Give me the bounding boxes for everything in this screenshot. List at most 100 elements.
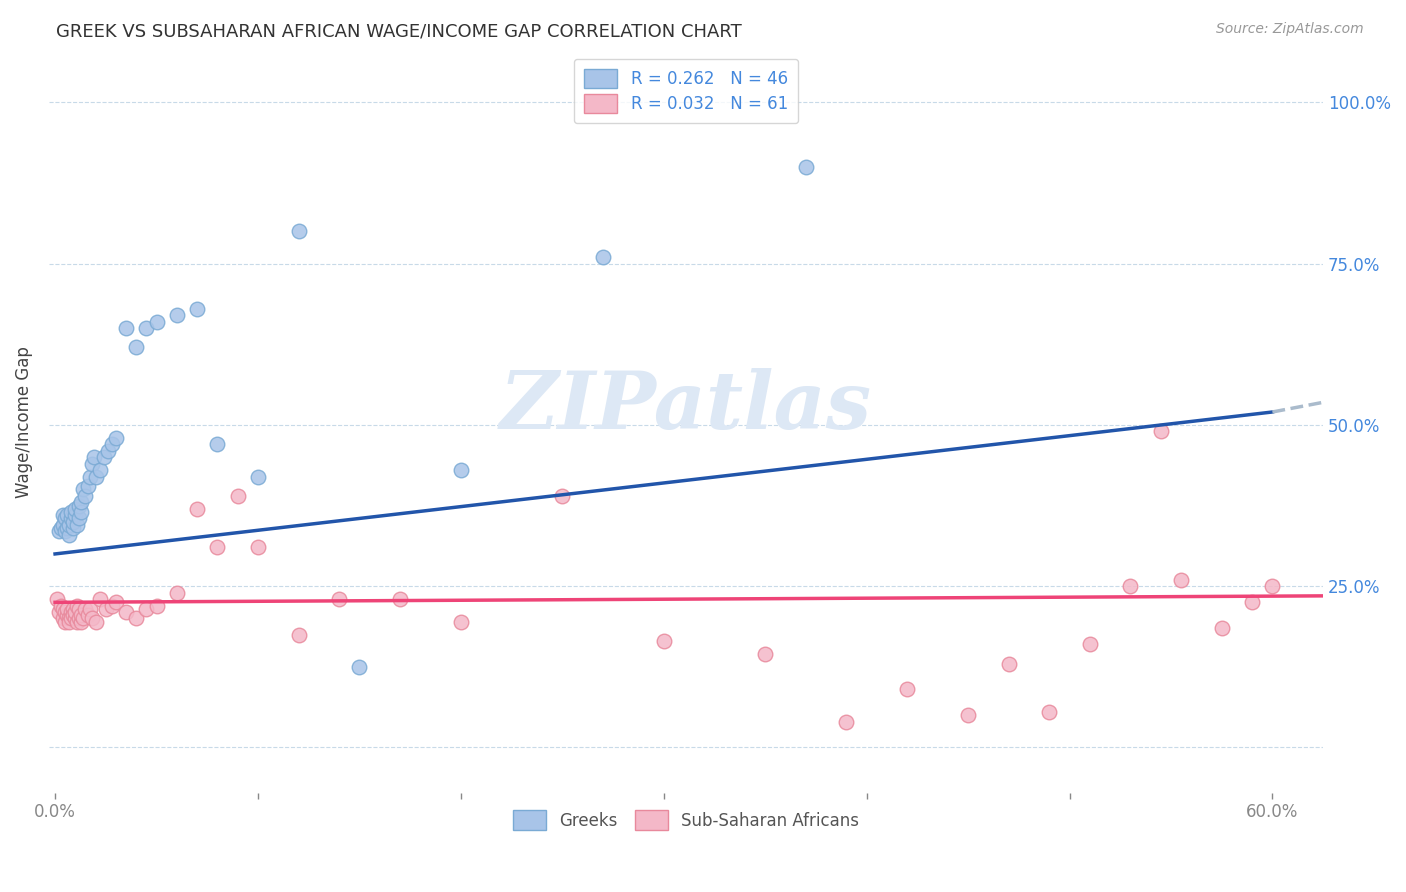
Point bbox=[226, 489, 249, 503]
Point bbox=[80, 457, 103, 471]
Point bbox=[592, 250, 614, 264]
Point bbox=[1119, 579, 1142, 593]
Point bbox=[135, 601, 157, 615]
Point bbox=[1261, 579, 1284, 593]
Point bbox=[53, 605, 76, 619]
Point bbox=[89, 463, 111, 477]
Point bbox=[551, 489, 574, 503]
Point bbox=[67, 601, 90, 615]
Point bbox=[94, 601, 117, 615]
Point bbox=[62, 515, 84, 529]
Point bbox=[56, 508, 79, 523]
Point bbox=[101, 437, 124, 451]
Point bbox=[104, 431, 127, 445]
Point bbox=[66, 599, 89, 613]
Point bbox=[48, 605, 70, 619]
Point bbox=[56, 608, 79, 623]
Point bbox=[70, 615, 93, 629]
Point bbox=[49, 599, 72, 613]
Point bbox=[75, 601, 97, 615]
Point bbox=[84, 615, 107, 629]
Point bbox=[56, 521, 79, 535]
Point bbox=[65, 611, 87, 625]
Point bbox=[62, 608, 84, 623]
Point bbox=[70, 495, 93, 509]
Point bbox=[246, 541, 269, 555]
Point bbox=[166, 585, 188, 599]
Point bbox=[997, 657, 1019, 671]
Point bbox=[186, 501, 208, 516]
Point bbox=[72, 483, 94, 497]
Point bbox=[1078, 637, 1101, 651]
Point bbox=[957, 708, 980, 723]
Point bbox=[60, 505, 83, 519]
Point bbox=[207, 541, 229, 555]
Point bbox=[56, 601, 79, 615]
Point bbox=[67, 611, 90, 625]
Point bbox=[66, 615, 89, 629]
Point bbox=[72, 611, 94, 625]
Text: Source: ZipAtlas.com: Source: ZipAtlas.com bbox=[1216, 22, 1364, 37]
Point bbox=[58, 615, 80, 629]
Point bbox=[80, 611, 103, 625]
Point bbox=[287, 627, 309, 641]
Point bbox=[52, 508, 75, 523]
Point bbox=[97, 443, 120, 458]
Point bbox=[1170, 573, 1192, 587]
Point bbox=[287, 224, 309, 238]
Point bbox=[125, 341, 148, 355]
Point bbox=[58, 611, 80, 625]
Point bbox=[794, 160, 817, 174]
Point bbox=[328, 592, 350, 607]
Point bbox=[46, 592, 69, 607]
Point bbox=[65, 508, 87, 523]
Point bbox=[49, 521, 72, 535]
Y-axis label: Wage/Income Gap: Wage/Income Gap bbox=[15, 346, 32, 498]
Point bbox=[246, 469, 269, 483]
Point bbox=[104, 595, 127, 609]
Point bbox=[145, 315, 167, 329]
Point bbox=[186, 301, 208, 316]
Point bbox=[101, 599, 124, 613]
Point bbox=[53, 511, 76, 525]
Point bbox=[115, 605, 138, 619]
Point bbox=[79, 601, 101, 615]
Point bbox=[65, 501, 87, 516]
Point bbox=[754, 647, 776, 661]
Point bbox=[67, 499, 90, 513]
Point bbox=[125, 611, 148, 625]
Point bbox=[60, 511, 83, 525]
Point bbox=[70, 505, 93, 519]
Point bbox=[84, 469, 107, 483]
Point bbox=[66, 517, 89, 532]
Point bbox=[48, 524, 70, 539]
Point bbox=[58, 527, 80, 541]
Point bbox=[79, 469, 101, 483]
Point bbox=[75, 489, 97, 503]
Point bbox=[115, 321, 138, 335]
Point bbox=[652, 634, 675, 648]
Point bbox=[166, 308, 188, 322]
Point bbox=[83, 450, 105, 465]
Point bbox=[89, 592, 111, 607]
Point bbox=[53, 615, 76, 629]
Point bbox=[76, 608, 98, 623]
Point bbox=[450, 615, 472, 629]
Point bbox=[52, 611, 75, 625]
Point bbox=[135, 321, 157, 335]
Legend: Greeks, Sub-Saharan Africans: Greeks, Sub-Saharan Africans bbox=[506, 804, 866, 837]
Point bbox=[62, 601, 84, 615]
Point bbox=[60, 605, 83, 619]
Point bbox=[1038, 705, 1060, 719]
Point bbox=[60, 611, 83, 625]
Point bbox=[145, 599, 167, 613]
Point bbox=[388, 592, 411, 607]
Point bbox=[67, 511, 90, 525]
Point bbox=[62, 521, 84, 535]
Point bbox=[53, 524, 76, 539]
Point bbox=[93, 450, 115, 465]
Point bbox=[1211, 621, 1233, 635]
Point bbox=[349, 660, 371, 674]
Text: ZIPatlas: ZIPatlas bbox=[501, 368, 872, 446]
Point bbox=[76, 479, 98, 493]
